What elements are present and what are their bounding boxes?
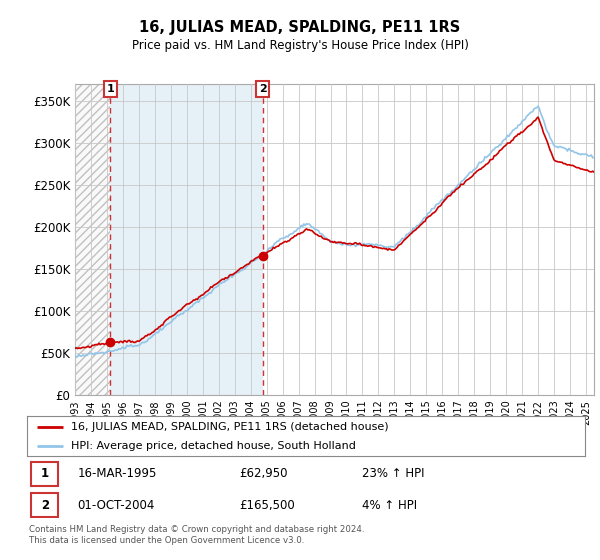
Text: 01-OCT-2004: 01-OCT-2004	[77, 498, 155, 512]
FancyBboxPatch shape	[31, 461, 58, 486]
Text: 4% ↑ HPI: 4% ↑ HPI	[362, 498, 417, 512]
Text: Contains HM Land Registry data © Crown copyright and database right 2024.
This d: Contains HM Land Registry data © Crown c…	[29, 525, 364, 545]
Bar	[75, 84, 110, 395]
Text: 16-MAR-1995: 16-MAR-1995	[77, 468, 157, 480]
Text: 2: 2	[259, 84, 266, 94]
Text: £165,500: £165,500	[239, 498, 295, 512]
Text: HPI: Average price, detached house, South Holland: HPI: Average price, detached house, Sout…	[71, 441, 355, 451]
FancyBboxPatch shape	[31, 493, 58, 517]
Text: 16, JULIAS MEAD, SPALDING, PE11 1RS: 16, JULIAS MEAD, SPALDING, PE11 1RS	[139, 20, 461, 35]
Text: 1: 1	[106, 84, 114, 94]
Text: Price paid vs. HM Land Registry's House Price Index (HPI): Price paid vs. HM Land Registry's House …	[131, 39, 469, 52]
Text: 16, JULIAS MEAD, SPALDING, PE11 1RS (detached house): 16, JULIAS MEAD, SPALDING, PE11 1RS (det…	[71, 422, 388, 432]
Text: 1: 1	[41, 468, 49, 480]
Bar	[75, 84, 110, 395]
Text: £62,950: £62,950	[239, 468, 287, 480]
Text: 23% ↑ HPI: 23% ↑ HPI	[362, 468, 424, 480]
Text: 2: 2	[41, 498, 49, 512]
Bar	[110, 84, 263, 395]
